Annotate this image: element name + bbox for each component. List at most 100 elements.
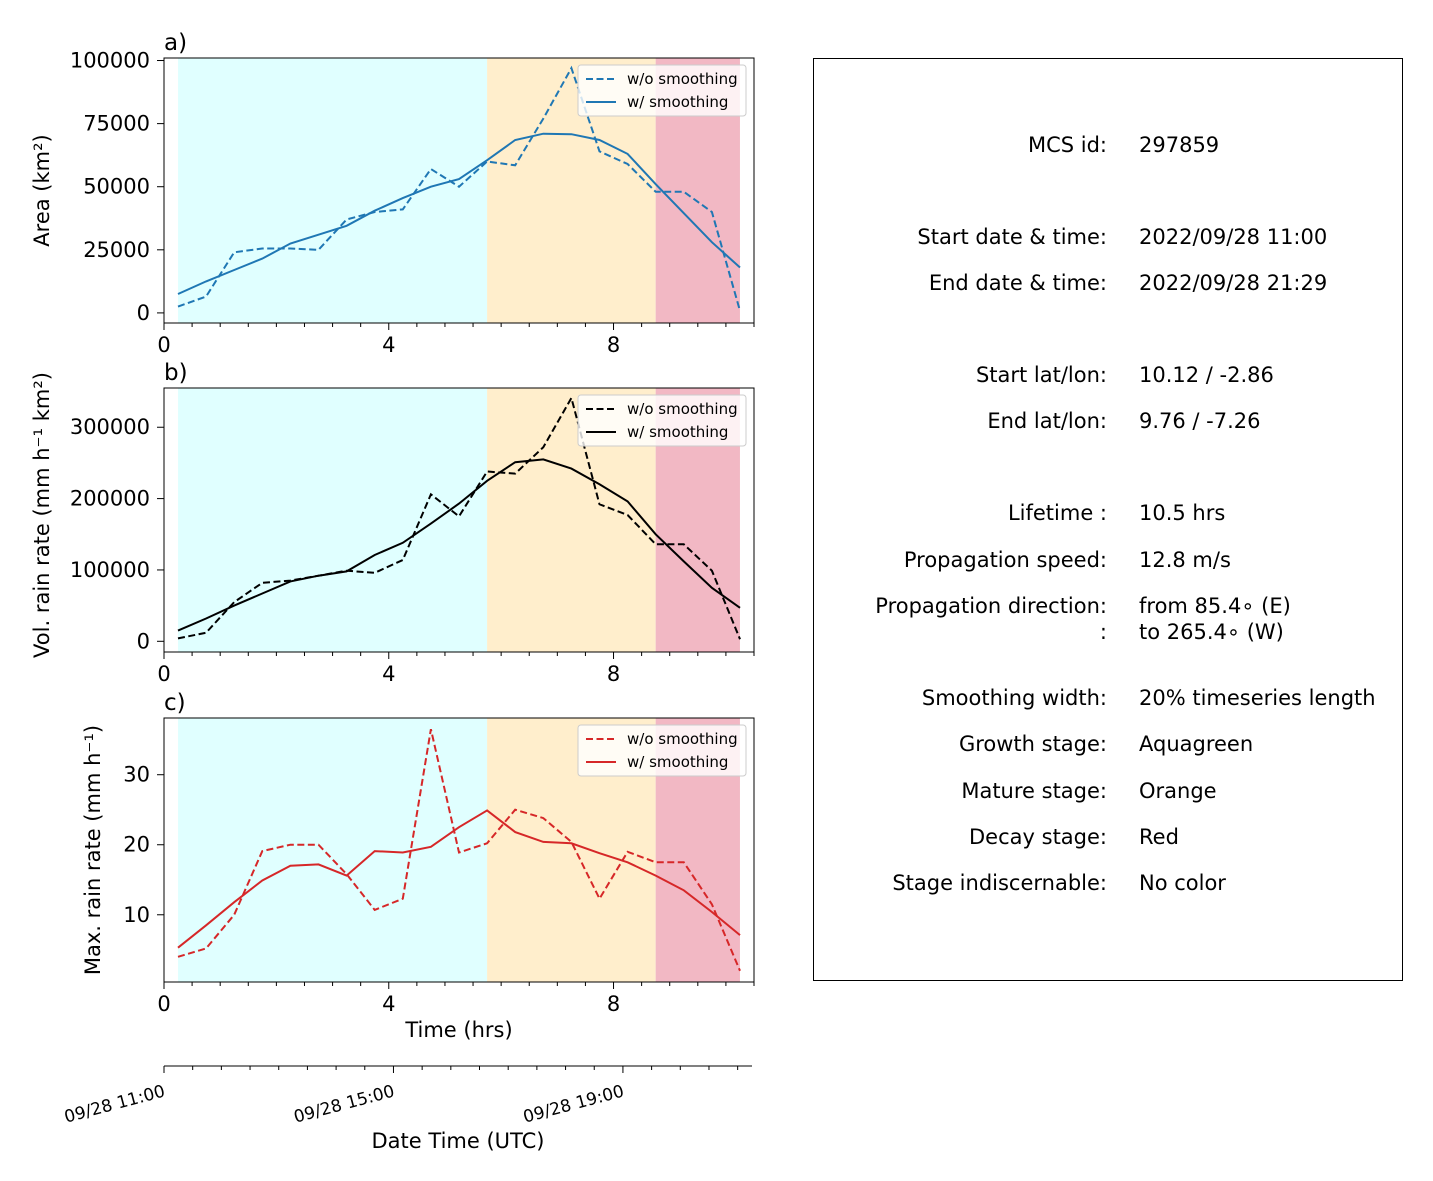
legend-label: w/o smoothing	[627, 730, 738, 748]
y-tick-label: 0	[137, 301, 150, 325]
legend-label: w/o smoothing	[627, 400, 738, 418]
info-value: 2022/09/28 21:29	[1139, 271, 1328, 295]
info-label: Stage indiscernable:	[892, 871, 1107, 895]
info-value: to 265.4∘ (W)	[1139, 620, 1284, 644]
info-label: Start date & time:	[917, 225, 1107, 249]
y-tick-label: 20	[123, 833, 150, 857]
info-label: Decay stage:	[969, 825, 1107, 849]
y-axis-label: Area (km²)	[30, 134, 54, 246]
info-value: 9.76 / -7.26	[1139, 409, 1261, 433]
panel-a-area-chart: 0 4 8 0 25000 50000 75000 100000 a) Area (km²) w/o…	[30, 30, 755, 357]
y-tick-label: 300000	[70, 415, 150, 439]
y-tick-label: 10	[123, 903, 150, 927]
info-row: Propagation speed: 12.8 m/s	[814, 548, 1402, 572]
axes-frame	[163, 57, 755, 324]
series-line-unsmoothed	[177, 728, 741, 972]
y-tick-label: 200000	[70, 487, 150, 511]
x-tick-label: 4	[382, 662, 395, 686]
info-row: MCS id: 297859	[814, 133, 1402, 157]
panel-label: b)	[164, 360, 188, 386]
date-axis-label: Date Time (UTC)	[372, 1129, 545, 1153]
date-tick-label: 09/28 15:00	[292, 1082, 397, 1128]
info-label: End date & time:	[928, 271, 1107, 295]
series-line-smoothed	[177, 458, 741, 632]
legend-box	[577, 394, 747, 447]
y-axis-label: Vol. rain rate (mm h⁻¹ km²)	[30, 372, 54, 658]
info-row: : to 265.4∘ (W)	[814, 620, 1402, 644]
info-row: Growth stage: Aquagreen	[814, 732, 1402, 756]
panel-b-volumetric-rain-chart: 0 4 8 0 100000 200000 300000 b) Vol. rain rate (…	[30, 360, 755, 686]
series-line-unsmoothed	[177, 395, 741, 640]
series-line-unsmoothed	[177, 65, 741, 312]
info-row: Lifetime : 10.5 hrs	[814, 501, 1402, 525]
axes-frame	[163, 387, 755, 653]
info-label: Start lat/lon:	[975, 363, 1107, 387]
info-value: 10.5 hrs	[1139, 501, 1226, 525]
info-label: :	[1099, 620, 1107, 644]
x-tick-label: 0	[157, 662, 170, 686]
info-value: Aquagreen	[1139, 732, 1254, 756]
y-tick-label: 100000	[70, 49, 150, 73]
x-tick-label: 4	[382, 992, 395, 1016]
legend-label: w/ smoothing	[627, 753, 728, 771]
info-value: 2022/09/28 11:00	[1139, 225, 1328, 249]
info-value: Orange	[1139, 779, 1217, 803]
info-value: Red	[1139, 825, 1179, 849]
info-value: 20% timeseries length	[1139, 686, 1376, 710]
info-row: Stage indiscernable: No color	[814, 871, 1402, 895]
info-label: Propagation speed:	[903, 548, 1107, 572]
info-row: Start date & time: 2022/09/28 11:00	[814, 225, 1402, 249]
y-tick-label: 25000	[83, 238, 150, 262]
axes-frame	[163, 717, 755, 983]
series-line-smoothed	[177, 132, 741, 295]
y-tick-label: 50000	[83, 175, 150, 199]
x-tick-label: 0	[157, 333, 170, 357]
info-row: End lat/lon: 9.76 / -7.26	[814, 409, 1402, 433]
info-label: MCS id:	[1027, 133, 1107, 157]
x-axis-label: Time (hrs)	[404, 1018, 512, 1042]
info-label: Mature stage:	[961, 779, 1107, 803]
info-value: 12.8 m/s	[1139, 548, 1231, 572]
x-tick-label: 8	[607, 992, 620, 1016]
info-label: Lifetime :	[1007, 501, 1107, 525]
info-value: No color	[1139, 871, 1226, 895]
date-tick-label: 09/28 19:00	[521, 1082, 626, 1128]
x-tick-label: 4	[382, 333, 395, 357]
panel-label: c)	[164, 690, 186, 716]
x-tick-label: 8	[607, 662, 620, 686]
legend-box	[577, 64, 747, 117]
info-value: 297859	[1139, 133, 1220, 157]
panel-c-max-rain-chart: 0 4 8 10 20 30 c) Max. rain rate (mm h⁻¹) w/o sm…	[81, 690, 755, 1042]
info-label: Smoothing width:	[921, 686, 1107, 710]
x-tick-label: 8	[607, 333, 620, 357]
info-value: from 85.4∘ (E)	[1139, 594, 1291, 618]
legend-label: w/ smoothing	[627, 93, 728, 111]
legend-label: w/ smoothing	[627, 423, 728, 441]
y-tick-label: 100000	[70, 558, 150, 582]
x-tick-label: 0	[157, 992, 170, 1016]
y-tick-label: 75000	[83, 112, 150, 136]
date-tick-label: 09/28 11:00	[62, 1082, 167, 1128]
mcs-info-panel: MCS id: 297859 Start date & time: 2022/09/2…	[813, 58, 1403, 981]
info-row: Propagation direction: from 85.4∘ (E)	[814, 594, 1402, 618]
info-label: Growth stage:	[958, 732, 1107, 756]
info-row: Start lat/lon: 10.12 / -2.86	[814, 363, 1402, 387]
info-row: End date & time: 2022/09/28 21:29	[814, 271, 1402, 295]
info-row: Decay stage: Red	[814, 825, 1402, 849]
info-value: 10.12 / -2.86	[1139, 363, 1274, 387]
legend-box	[577, 724, 747, 777]
panel-label: a)	[164, 30, 187, 56]
info-row: Smoothing width: 20% timeseries length	[814, 686, 1402, 710]
growth-stage-span	[178, 718, 488, 982]
y-tick-label: 0	[137, 629, 150, 653]
series-line-smoothed	[177, 809, 741, 949]
growth-stage-span	[178, 58, 488, 323]
info-label: Propagation direction:	[875, 594, 1107, 618]
info-label: End lat/lon:	[987, 409, 1107, 433]
y-tick-label: 30	[123, 763, 150, 787]
legend-label: w/o smoothing	[627, 70, 738, 88]
y-axis-label: Max. rain rate (mm h⁻¹)	[81, 725, 105, 975]
info-row: Mature stage: Orange	[814, 779, 1402, 803]
